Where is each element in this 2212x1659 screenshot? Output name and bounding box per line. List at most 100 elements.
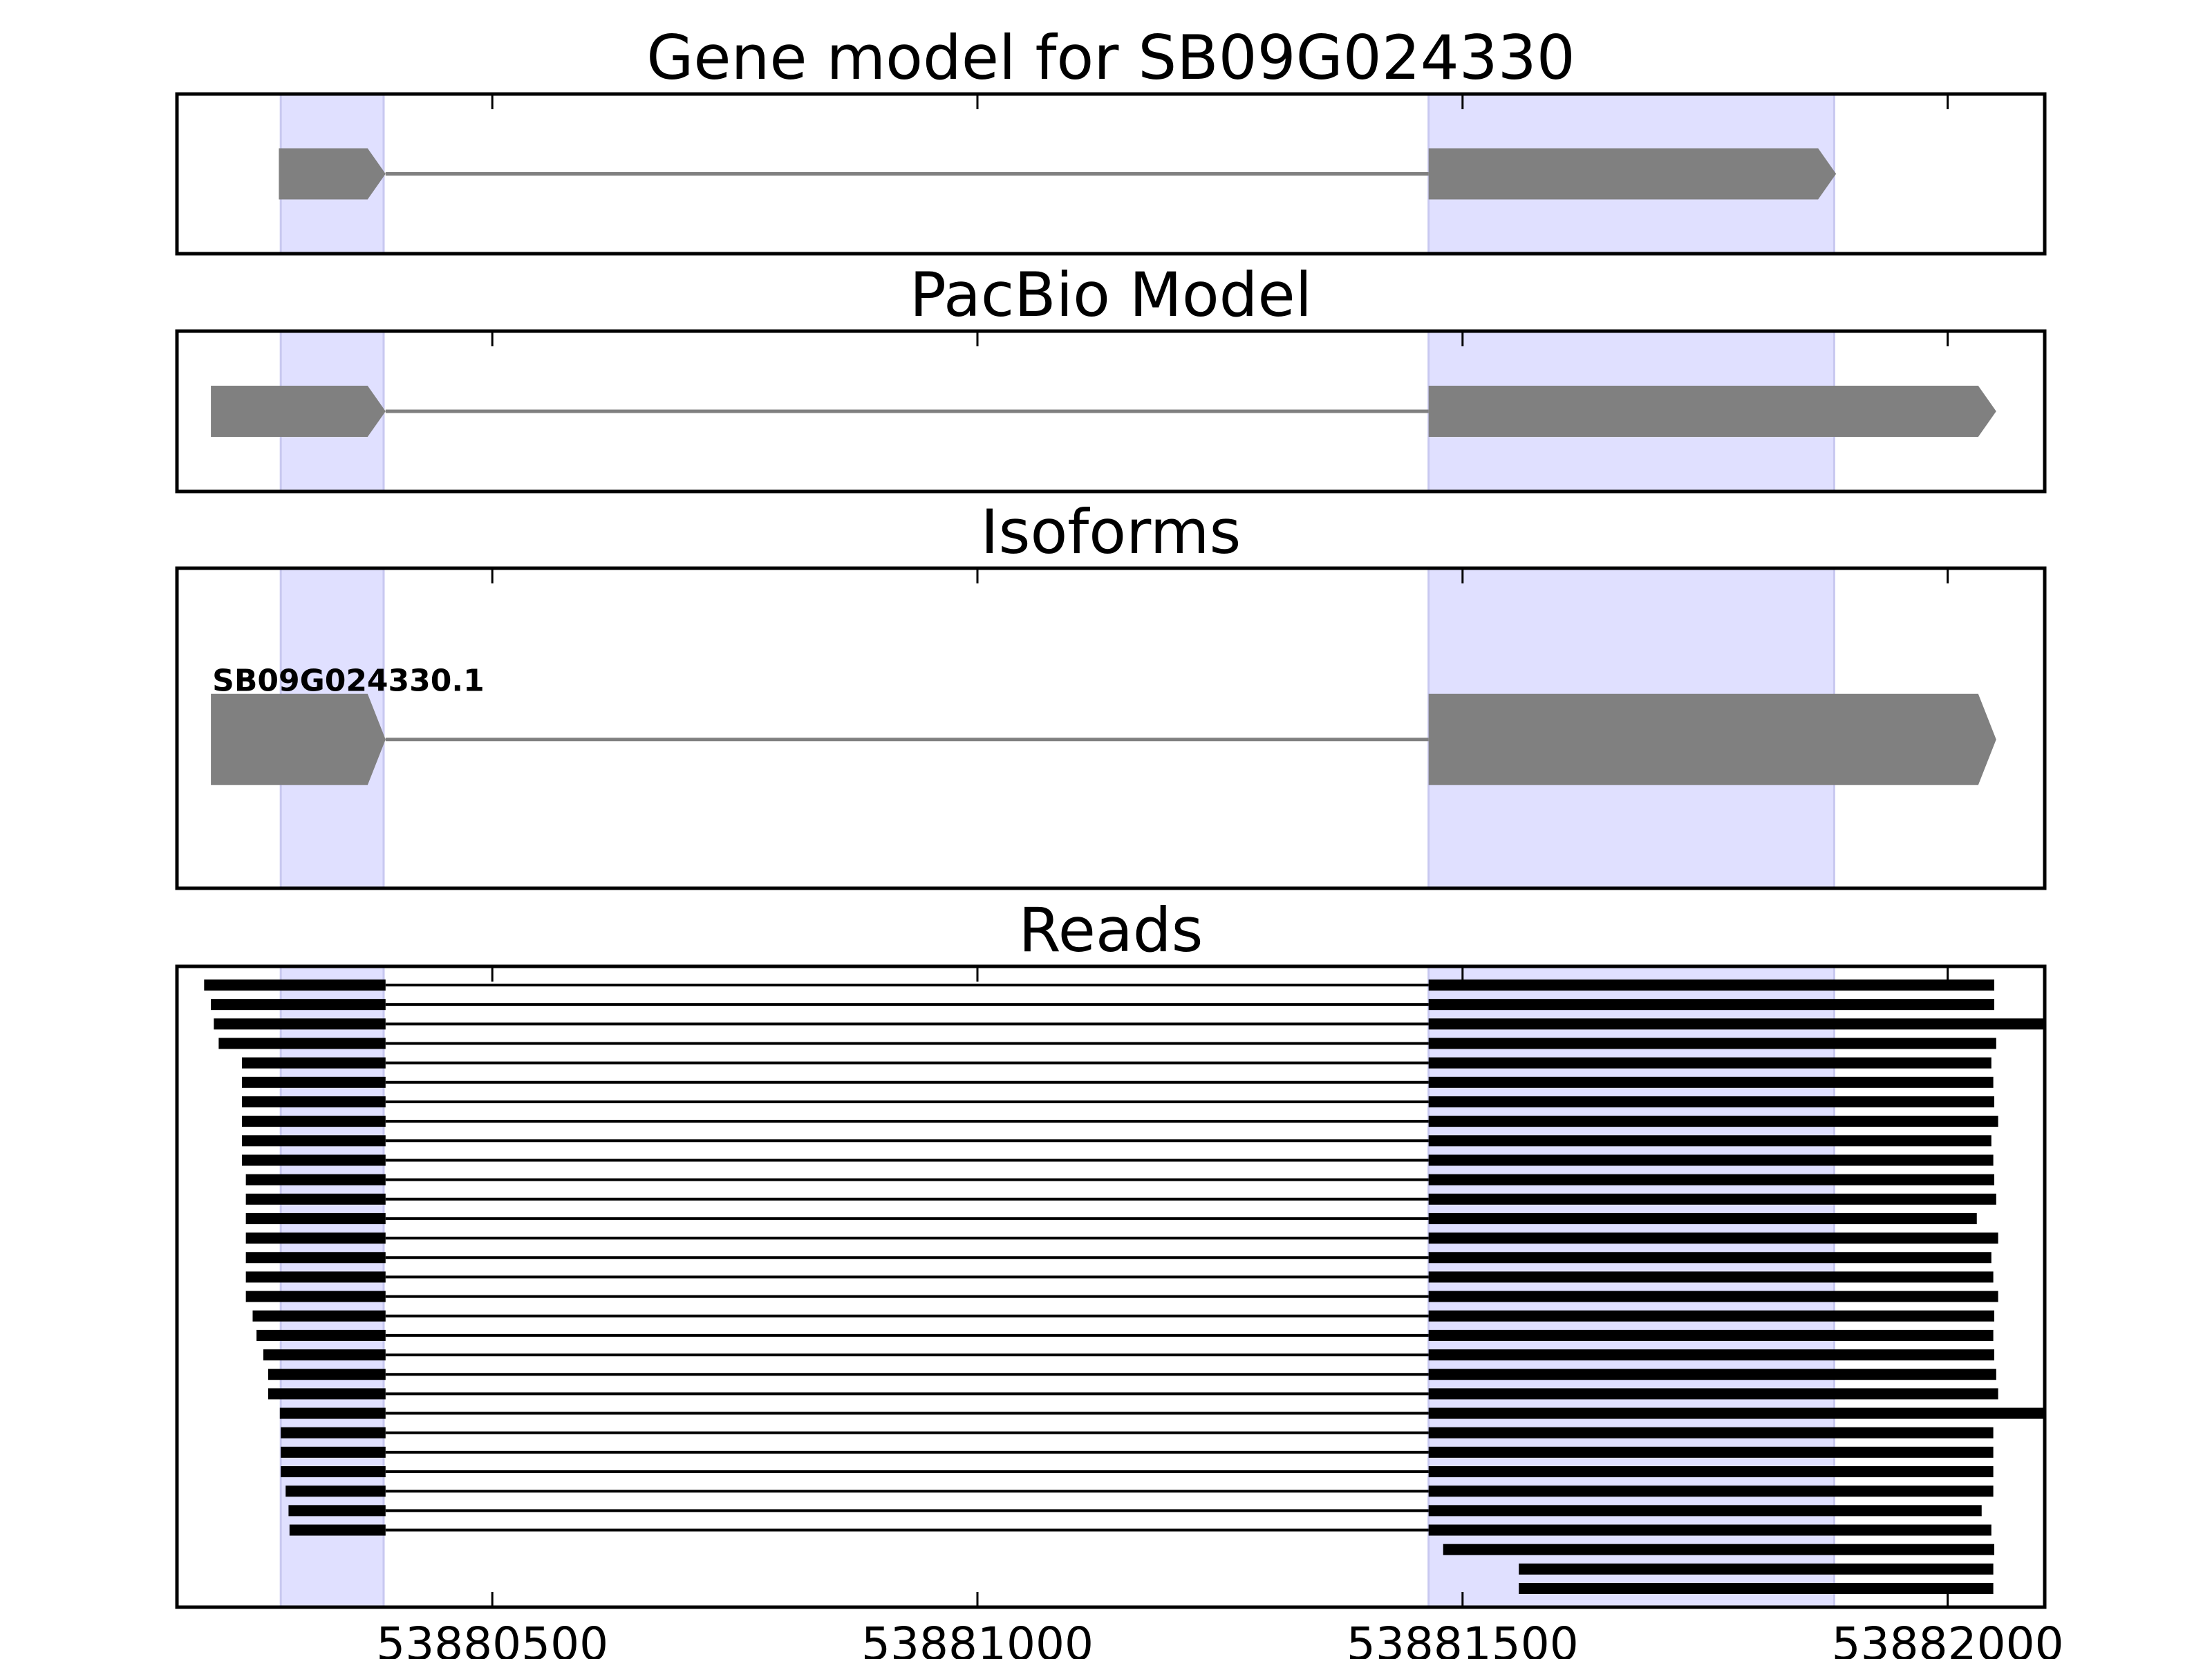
read-block <box>256 1329 386 1341</box>
read-block <box>204 980 386 991</box>
x-tick-label: 53881500 <box>1347 1618 1579 1659</box>
x-tick-label: 53882000 <box>1832 1618 2064 1659</box>
read-block <box>1428 999 1995 1011</box>
read-block <box>211 999 386 1011</box>
read <box>245 1252 1991 1264</box>
read <box>1519 1563 1994 1575</box>
read-block <box>245 1232 386 1244</box>
panel-1: Gene model for SB09G024330 <box>175 22 2047 256</box>
read-block <box>214 1018 386 1030</box>
read <box>242 1154 1994 1166</box>
read-block <box>281 1446 386 1458</box>
read <box>245 1193 1996 1205</box>
read-block <box>1428 1524 1991 1536</box>
read-block <box>285 1485 386 1497</box>
read-block <box>1428 1349 1995 1361</box>
read-block <box>1428 1505 1982 1517</box>
read-block <box>245 1252 386 1264</box>
read-block <box>245 1291 386 1302</box>
read <box>268 1369 1996 1380</box>
read-block <box>242 1076 386 1088</box>
read <box>268 1388 1998 1400</box>
read-block <box>263 1349 386 1361</box>
read <box>242 1135 1991 1147</box>
exon-block <box>279 148 386 200</box>
read-block <box>245 1193 386 1205</box>
read-block <box>1428 1446 1994 1458</box>
x-tick-label: 53881000 <box>861 1618 1094 1659</box>
read-block <box>1428 1154 1994 1166</box>
read <box>242 1116 1998 1127</box>
read-block <box>242 1057 386 1069</box>
read <box>242 1057 1991 1069</box>
read-block <box>245 1212 386 1224</box>
read-block <box>268 1369 386 1380</box>
exon-block <box>1428 148 1837 200</box>
read-block <box>242 1154 386 1166</box>
read-block <box>245 1174 386 1185</box>
panel-title: Reads <box>1019 894 1203 966</box>
read-block <box>281 1427 386 1438</box>
read-block <box>1428 1466 1994 1478</box>
read-block <box>279 1407 386 1419</box>
exon-block <box>1428 386 1996 437</box>
read-block <box>1428 1271 1994 1283</box>
panel-4: Reads <box>175 894 2047 1609</box>
panel-2: PacBio Model <box>175 259 2047 494</box>
read-block <box>245 1271 386 1283</box>
exon-highlight-band <box>1427 965 1835 1609</box>
panel-title: PacBio Model <box>910 259 1312 330</box>
read-block <box>1428 1232 1998 1244</box>
read-block <box>218 1038 386 1049</box>
read-block <box>1428 1407 2045 1419</box>
read-block <box>1519 1583 1994 1594</box>
read-block <box>268 1388 386 1400</box>
read <box>289 1524 1991 1536</box>
read-block <box>1428 1485 1994 1497</box>
read-block <box>1428 1291 1998 1302</box>
exon-highlight-band <box>279 965 385 1609</box>
read-block <box>1428 1057 1991 1069</box>
exon-block <box>211 386 386 437</box>
read <box>288 1505 1982 1517</box>
read-block <box>1428 1076 1994 1088</box>
read <box>263 1349 1995 1361</box>
read-block <box>1428 1212 1977 1224</box>
read-block <box>252 1310 386 1322</box>
read <box>281 1466 1994 1478</box>
read <box>245 1174 1995 1185</box>
read <box>281 1427 1994 1438</box>
read-block <box>281 1466 386 1478</box>
read <box>281 1446 1994 1458</box>
isoform-label: SB09G024330.1 <box>212 664 485 699</box>
axes-frame <box>175 964 2047 1609</box>
read <box>252 1310 1995 1322</box>
read-block <box>288 1505 386 1517</box>
isoform-exon-block <box>1428 693 1996 785</box>
read-block <box>1428 1310 1995 1322</box>
read-block <box>242 1116 386 1127</box>
read-block <box>1428 1388 1998 1400</box>
read <box>279 1407 2045 1419</box>
read-block <box>242 1135 386 1147</box>
read <box>285 1485 1994 1497</box>
read-block <box>1428 1252 1991 1264</box>
read <box>242 1096 1995 1107</box>
read <box>218 1038 1996 1049</box>
axes-frame <box>175 329 2047 494</box>
read-block <box>1428 1174 1995 1185</box>
read <box>242 1076 1994 1088</box>
read-block <box>1428 1038 1996 1049</box>
read-block <box>289 1524 386 1536</box>
read-block <box>1428 1193 1996 1205</box>
read-block <box>1428 1116 1998 1127</box>
read <box>245 1232 1998 1244</box>
read-block <box>1428 1096 1995 1107</box>
read-block <box>1428 980 1995 991</box>
read-block <box>1519 1563 1994 1575</box>
read-block <box>1428 1135 1991 1147</box>
read <box>1443 1544 1995 1555</box>
read <box>256 1329 1994 1341</box>
read <box>211 999 1995 1011</box>
